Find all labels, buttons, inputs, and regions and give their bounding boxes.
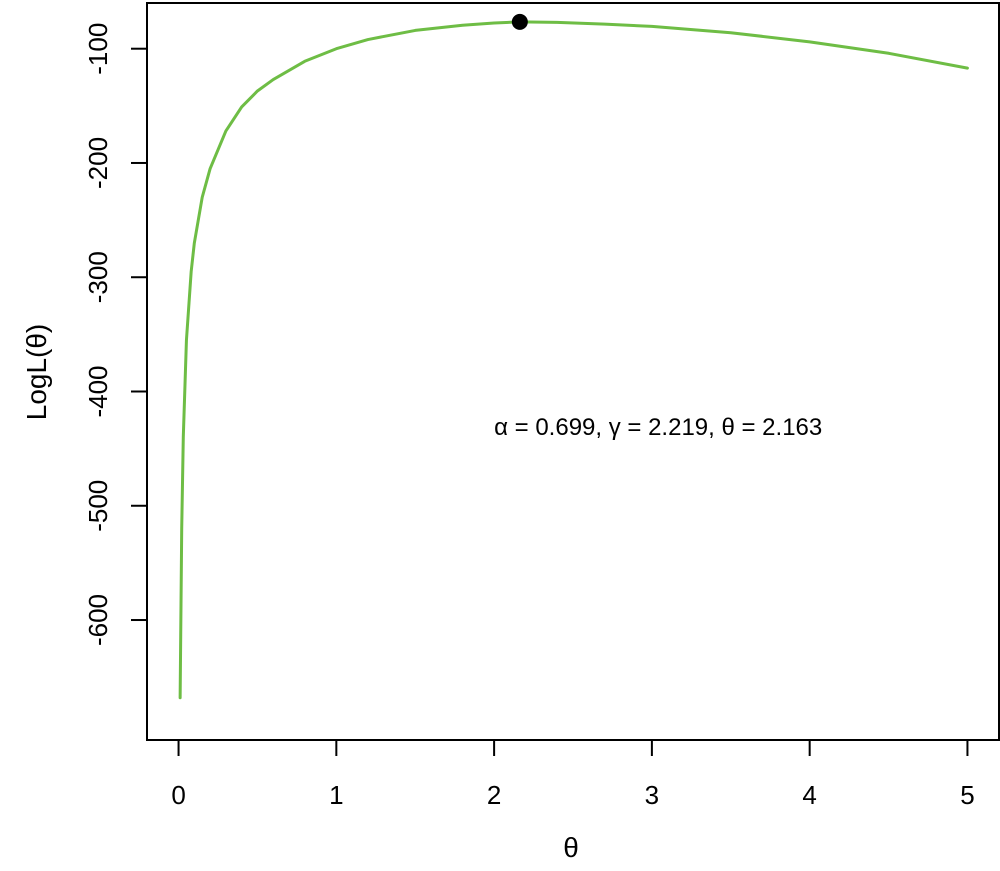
parameter-annotation: α = 0.699, γ = 2.219, θ = 2.163 xyxy=(494,414,822,441)
x-tick-label: 5 xyxy=(960,780,974,810)
x-tick-label: 0 xyxy=(171,780,185,810)
x-tick-label: 1 xyxy=(329,780,343,810)
x-axis-label: θ xyxy=(563,832,579,863)
x-axis: 0 1 2 3 4 5 xyxy=(171,740,975,810)
y-tick-label: -600 xyxy=(83,594,113,646)
y-axis: -600 -500 -400 -300 -200 -100 xyxy=(83,23,147,646)
series-layer xyxy=(178,20,969,700)
y-tick-label: -500 xyxy=(83,480,113,532)
y-tick-label: -200 xyxy=(83,137,113,189)
y-tick-label: -400 xyxy=(83,365,113,417)
point-layer xyxy=(511,13,528,30)
x-tick-label: 4 xyxy=(802,780,816,810)
x-tick-label: 3 xyxy=(645,780,659,810)
y-tick-label: -100 xyxy=(83,23,113,75)
y-tick-label: -300 xyxy=(83,251,113,303)
x-tick-label: 2 xyxy=(487,780,501,810)
y-axis-label: LogL(θ) xyxy=(21,324,52,421)
plot-frame xyxy=(146,2,1000,741)
loglik-series-line xyxy=(178,20,969,700)
mle-point xyxy=(511,13,528,30)
